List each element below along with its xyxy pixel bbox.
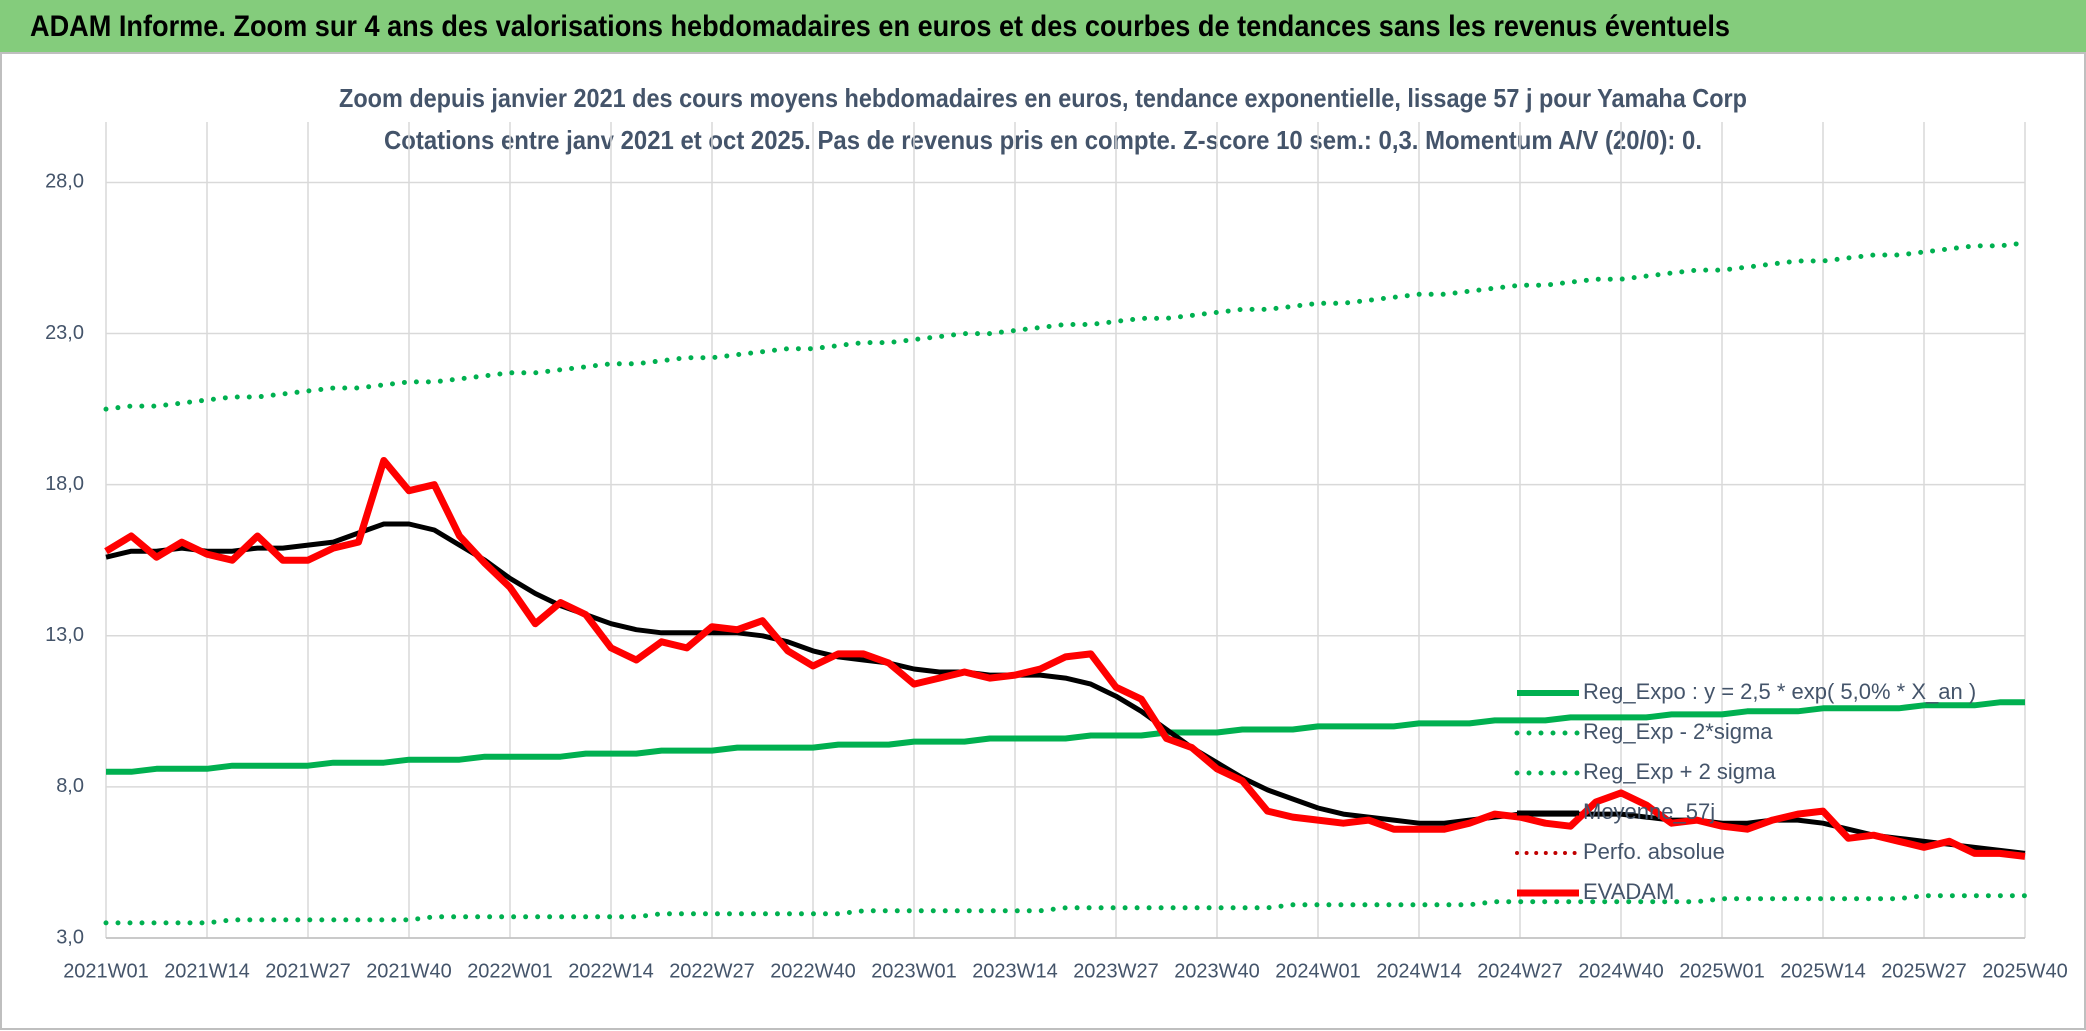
y-tick-label: 23,0 — [45, 322, 84, 344]
header-title: ADAM Informe. Zoom sur 4 ans des valoris… — [30, 10, 1730, 43]
header-band — [0, 0, 2086, 53]
x-tick-label: 2023W40 — [1174, 960, 1260, 982]
chart-title: Zoom depuis janvier 2021 des cours moyen… — [339, 83, 1747, 113]
x-tick-label: 2023W01 — [871, 960, 957, 982]
chart-subtitle: Cotations entre janv 2021 et oct 2025. P… — [384, 125, 1702, 155]
x-tick-label: 2021W40 — [366, 960, 452, 982]
legend-label: Reg_Expo : y = 2,5 * exp( 5,0% * X_an ) — [1583, 679, 1976, 704]
legend-label: Perfo. absolue — [1583, 839, 1725, 864]
x-tick-label: 2025W27 — [1881, 960, 1967, 982]
legend-label: Reg_Exp - 2*sigma — [1583, 719, 1773, 744]
x-tick-label: 2023W27 — [1073, 960, 1159, 982]
legend-label: Moyenne_57j — [1583, 799, 1715, 824]
legend-label: Reg_Exp + 2 sigma — [1583, 759, 1776, 784]
x-tick-label: 2024W01 — [1275, 960, 1361, 982]
series-line — [103, 240, 2028, 412]
x-tick-label: 2024W27 — [1477, 960, 1563, 982]
x-tick-label: 2024W40 — [1578, 960, 1664, 982]
x-tick-label: 2024W14 — [1376, 960, 1462, 982]
x-tick-label: 2022W40 — [770, 960, 856, 982]
x-tick-label: 2022W14 — [568, 960, 654, 982]
x-tick-label: 2023W14 — [972, 960, 1058, 982]
x-tick-label: 2021W14 — [164, 960, 250, 982]
x-tick-label: 2022W01 — [467, 960, 553, 982]
x-tick-label: 2025W14 — [1780, 960, 1866, 982]
y-tick-label: 8,0 — [56, 775, 84, 797]
series-line — [104, 457, 2026, 860]
y-tick-label: 3,0 — [56, 926, 84, 948]
x-tick-label: 2022W27 — [669, 960, 755, 982]
y-tick-label: 18,0 — [45, 473, 84, 495]
legend-label: EVADAM — [1583, 879, 1674, 904]
y-tick-label: 28,0 — [45, 171, 84, 193]
x-tick-label: 2021W27 — [265, 960, 351, 982]
chart-frame — [0, 52, 2086, 1030]
x-tick-label: 2021W01 — [63, 960, 149, 982]
x-tick-label: 2025W40 — [1982, 960, 2068, 982]
series-line — [106, 699, 2025, 775]
series-line — [103, 893, 2028, 926]
x-tick-label: 2025W01 — [1679, 960, 1765, 982]
y-tick-label: 13,0 — [45, 624, 84, 646]
